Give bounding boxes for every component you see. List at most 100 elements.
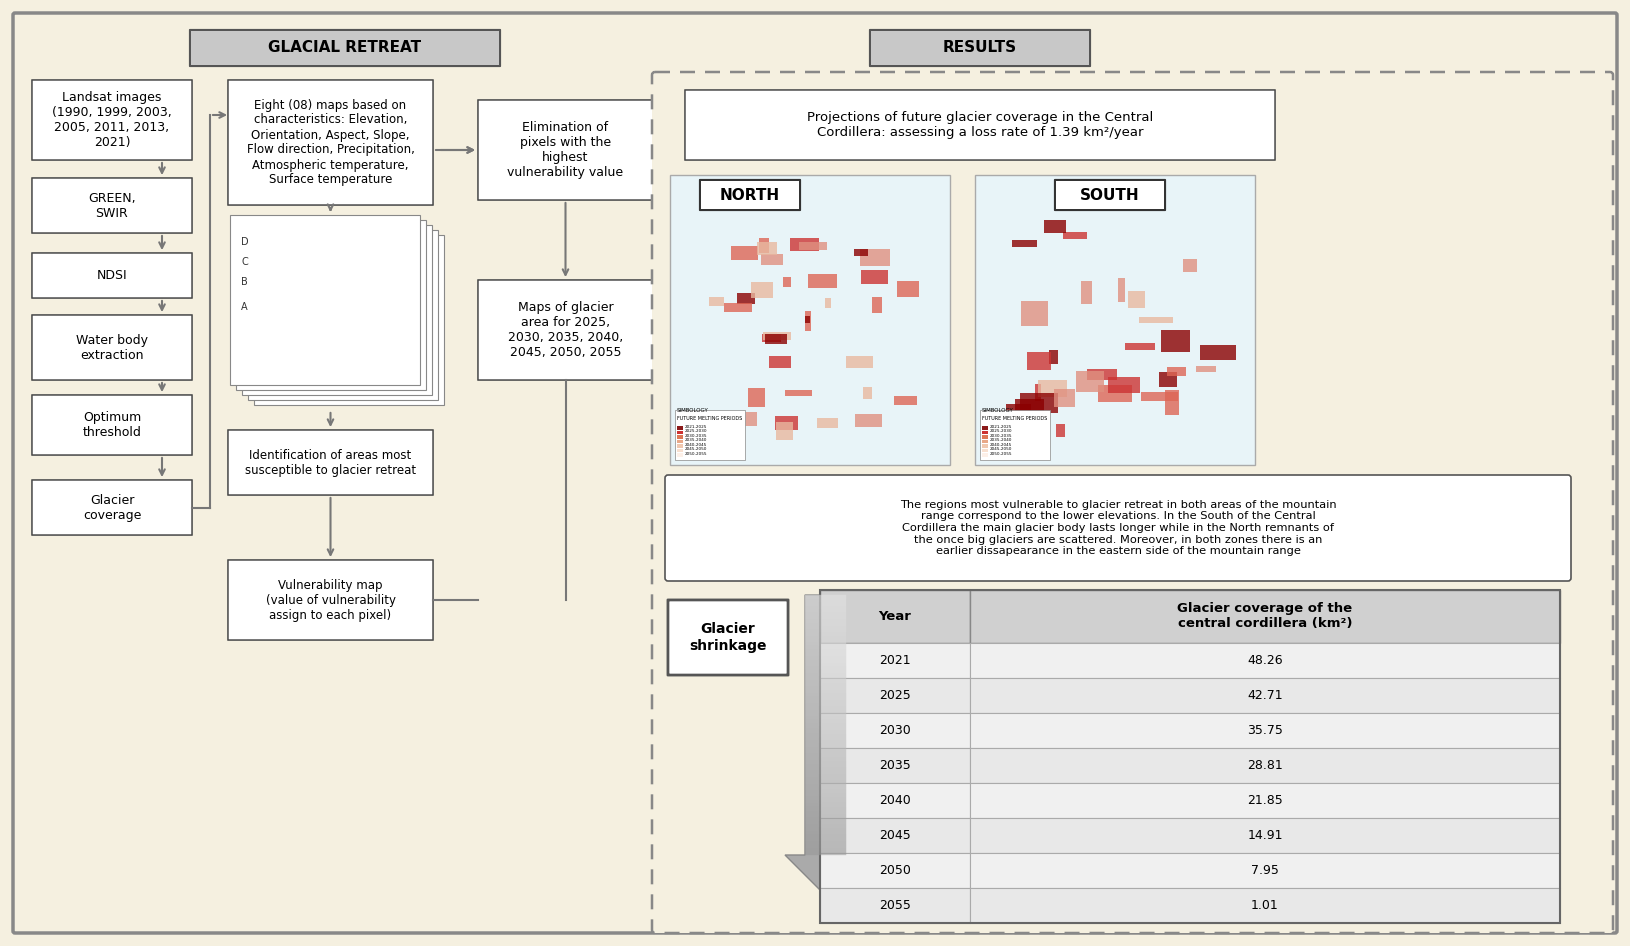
Bar	[820, 747, 970, 782]
Text: Glacier
coverage: Glacier coverage	[83, 494, 142, 521]
Bar	[774, 415, 799, 429]
Text: Maps of glacier
area for 2025,
2030, 2035, 2040,
2045, 2050, 2055: Maps of glacier area for 2025, 2030, 203…	[509, 301, 623, 359]
FancyBboxPatch shape	[191, 30, 500, 66]
Bar	[970, 642, 1560, 677]
Text: 2035-2040: 2035-2040	[989, 438, 1012, 442]
Bar	[675, 410, 745, 460]
Text: 2050-2055: 2050-2055	[989, 451, 1012, 456]
Bar	[769, 356, 791, 369]
Text: 28.81: 28.81	[1247, 759, 1283, 772]
Bar	[1128, 290, 1144, 308]
Bar	[1087, 369, 1117, 379]
Bar	[970, 782, 1560, 817]
Bar	[1200, 344, 1236, 359]
Bar	[970, 817, 1560, 852]
Text: D: D	[241, 237, 249, 247]
Bar	[981, 435, 988, 439]
FancyBboxPatch shape	[13, 13, 1617, 933]
Text: Eight (08) maps based on
characteristics: Elevation,
Orientation, Aspect, Slope,: Eight (08) maps based on characteristics…	[246, 98, 414, 186]
Bar	[820, 782, 970, 817]
Bar	[820, 590, 970, 642]
Bar	[820, 677, 970, 712]
Bar	[1125, 343, 1154, 350]
Bar	[1038, 380, 1068, 397]
Bar	[1141, 392, 1178, 401]
Text: C: C	[241, 257, 248, 267]
Text: Year: Year	[879, 610, 911, 622]
Bar	[856, 413, 882, 428]
Bar	[1020, 393, 1058, 413]
Bar	[758, 237, 769, 254]
Bar	[864, 387, 872, 399]
Text: 2050-2055: 2050-2055	[685, 451, 707, 456]
Bar	[676, 448, 683, 452]
Bar	[254, 235, 443, 405]
Text: Glacier coverage of the
central cordillera (km²): Glacier coverage of the central cordille…	[1177, 603, 1353, 630]
FancyBboxPatch shape	[665, 475, 1571, 581]
Bar	[761, 254, 782, 265]
Text: 2040: 2040	[879, 794, 911, 807]
Bar	[854, 249, 869, 255]
Text: The regions most vulnerable to glacier retreat in both areas of the mountain
ran: The regions most vulnerable to glacier r…	[900, 499, 1337, 556]
Bar	[1020, 301, 1048, 325]
Bar	[756, 242, 778, 254]
Text: 14.91: 14.91	[1247, 829, 1283, 842]
Text: B: B	[241, 277, 248, 287]
Text: 2025-2030: 2025-2030	[989, 429, 1012, 433]
Bar	[1081, 281, 1092, 305]
FancyBboxPatch shape	[33, 480, 192, 535]
Bar	[248, 230, 438, 400]
Text: 2045: 2045	[879, 829, 911, 842]
Bar	[1050, 350, 1058, 363]
Text: Elimination of
pixels with the
highest
vulnerability value: Elimination of pixels with the highest v…	[507, 121, 624, 179]
Text: 2050: 2050	[879, 864, 911, 877]
Bar	[981, 426, 988, 429]
Bar	[820, 712, 970, 747]
Bar	[1167, 367, 1187, 377]
Bar	[895, 396, 918, 405]
Text: 2021: 2021	[879, 654, 911, 667]
Text: Landsat images
(1990, 1999, 2003,
2005, 2011, 2013,
2021): Landsat images (1990, 1999, 2003, 2005, …	[52, 91, 171, 149]
Bar	[1118, 277, 1125, 303]
Bar	[820, 852, 970, 887]
Bar	[676, 440, 683, 443]
FancyBboxPatch shape	[685, 90, 1275, 160]
Text: 2030-2035: 2030-2035	[685, 433, 707, 437]
Text: 2055: 2055	[879, 899, 911, 912]
Bar	[975, 175, 1255, 465]
Text: SOUTH: SOUTH	[1081, 187, 1139, 202]
FancyBboxPatch shape	[699, 180, 800, 210]
Bar	[1027, 352, 1051, 370]
Text: 2045-2050: 2045-2050	[989, 447, 1012, 451]
Bar	[825, 298, 831, 307]
Bar	[732, 412, 758, 426]
Bar	[1053, 389, 1076, 408]
Bar	[676, 430, 683, 434]
Bar	[820, 590, 1560, 922]
Text: RESULTS: RESULTS	[942, 41, 1017, 56]
Bar	[1043, 220, 1066, 233]
Bar	[732, 246, 758, 260]
Bar	[724, 303, 751, 312]
Bar	[805, 311, 812, 330]
Text: 2040-2045: 2040-2045	[685, 443, 707, 447]
Text: 2035-2040: 2035-2040	[685, 438, 707, 442]
FancyBboxPatch shape	[870, 30, 1090, 66]
FancyBboxPatch shape	[33, 80, 192, 160]
Text: 1.01: 1.01	[1252, 899, 1280, 912]
Bar	[1006, 404, 1030, 412]
Text: Projections of future glacier coverage in the Central
Cordillera: assessing a lo: Projections of future glacier coverage i…	[807, 111, 1152, 139]
Bar	[1139, 318, 1174, 324]
Bar	[236, 220, 425, 390]
Text: 35.75: 35.75	[1247, 724, 1283, 737]
Bar	[737, 293, 755, 305]
Text: GLACIAL RETREAT: GLACIAL RETREAT	[269, 41, 422, 56]
Bar	[970, 747, 1560, 782]
Bar	[820, 642, 970, 677]
FancyBboxPatch shape	[33, 178, 192, 233]
FancyBboxPatch shape	[33, 394, 192, 455]
Bar	[981, 440, 988, 443]
Text: 2045-2050: 2045-2050	[685, 447, 707, 451]
Text: 2035: 2035	[879, 759, 911, 772]
Text: 2040-2045: 2040-2045	[989, 443, 1012, 447]
